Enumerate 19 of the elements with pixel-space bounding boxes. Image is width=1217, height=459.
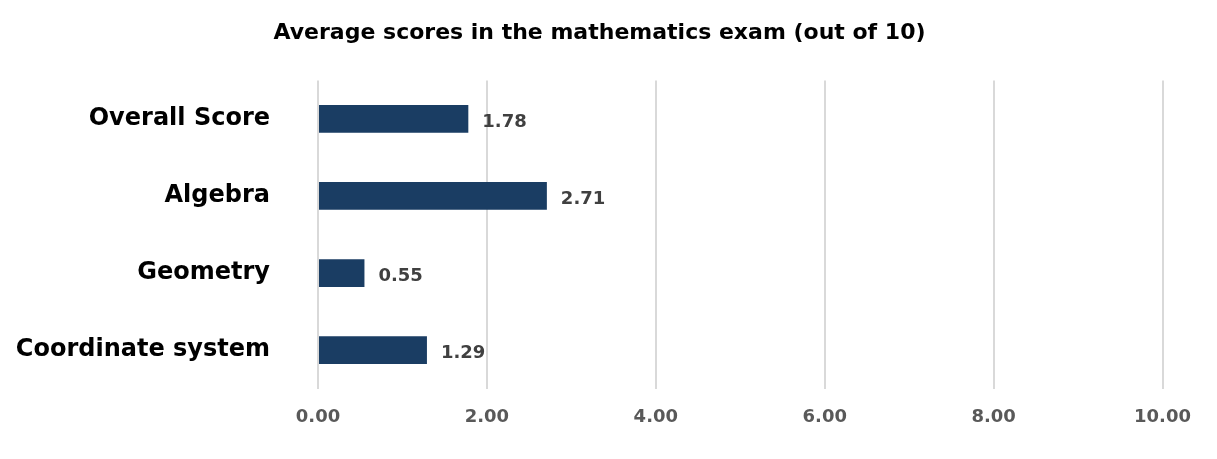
bar xyxy=(319,105,469,133)
x-tick-label: 8.00 xyxy=(971,405,1016,427)
x-tick-label: 10.00 xyxy=(1134,405,1191,427)
data-label: 1.78 xyxy=(482,109,527,131)
x-tick-label: 4.00 xyxy=(633,405,679,427)
x-tick-label: 2.00 xyxy=(464,405,510,427)
data-label: 2.71 xyxy=(560,186,606,208)
data-label: 1.29 xyxy=(440,340,486,362)
y-tick-label: Coordinate system xyxy=(15,334,270,363)
bar xyxy=(319,336,427,364)
x-tick-label: 6.00 xyxy=(802,405,847,427)
bar xyxy=(319,182,547,210)
y-tick-label: Algebra xyxy=(164,180,270,209)
x-tick-label: 0.00 xyxy=(295,405,341,427)
data-label: 0.55 xyxy=(378,263,423,285)
bar xyxy=(319,259,365,287)
y-tick-label: Geometry xyxy=(137,257,271,286)
y-tick-label: Overall Score xyxy=(88,103,270,132)
chart-title: Average scores in the mathematics exam (out of 10) xyxy=(273,18,926,44)
